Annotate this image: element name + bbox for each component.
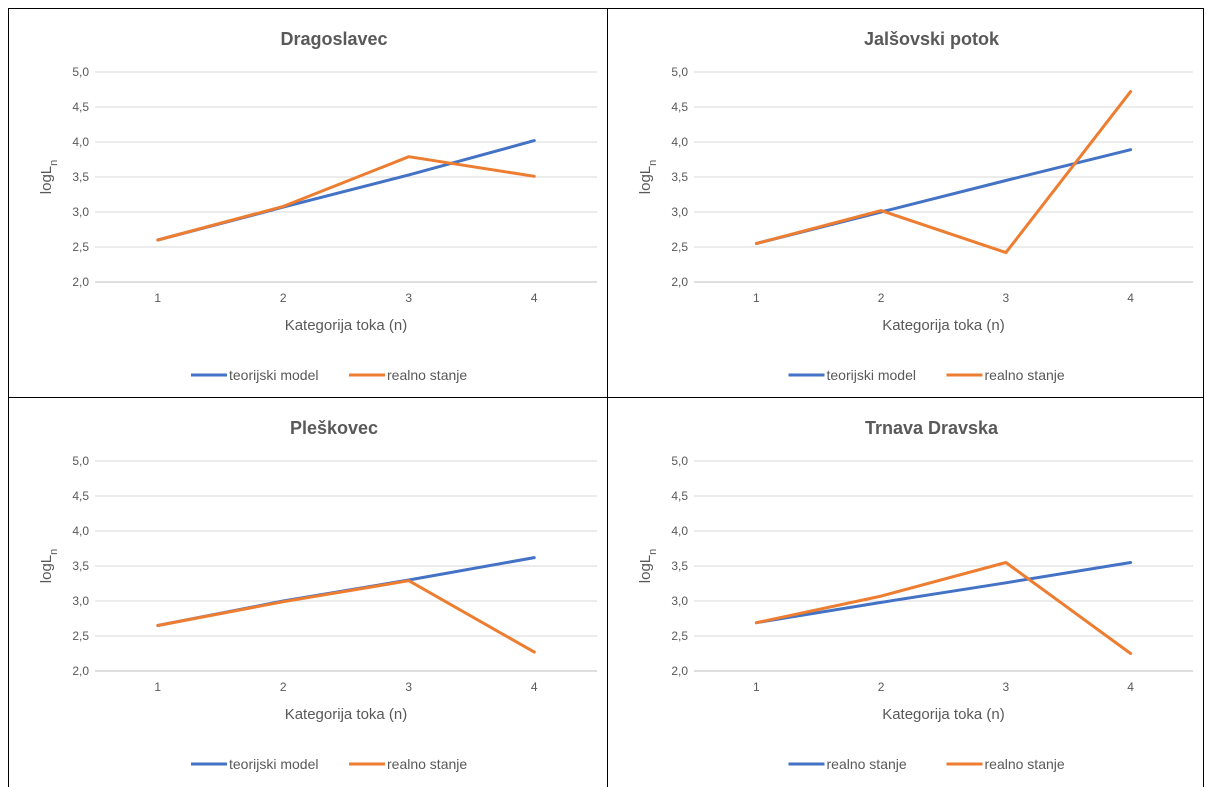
y-tick-label: 2,0	[72, 275, 89, 289]
y-tick-label: 3,5	[671, 170, 688, 184]
y-tick-label: 3,5	[72, 559, 89, 573]
series-line-2	[754, 561, 1133, 655]
y-tick-label: 3,0	[671, 594, 688, 608]
x-tick-label: 3	[405, 291, 412, 305]
x-tick-label: 4	[531, 680, 538, 694]
legend-label-1: teorijski model	[827, 367, 916, 383]
y-axis-label-subscript: n	[48, 549, 60, 555]
y-axis-label: logLn	[38, 160, 60, 194]
y-tick-label: 4,5	[72, 489, 89, 503]
y-tick-label: 2,0	[72, 664, 89, 678]
y-tick-label: 4,0	[671, 524, 688, 538]
y-tick-label: 2,0	[671, 664, 688, 678]
y-axis-label-subscript: n	[647, 549, 659, 555]
chart-panel-trnava-dravska: Trnava Dravska 2,0 2,5 3,0 3,5 4,0 4,5 5,0 1 2 3 4 K…	[608, 398, 1204, 787]
y-tick-label: 2,0	[671, 275, 688, 289]
chart-title: Jalšovski potok	[864, 29, 1000, 49]
y-tick-label: 3,5	[72, 170, 89, 184]
legend-label-1: realno stanje	[827, 756, 907, 772]
y-tick-label: 2,5	[72, 240, 89, 254]
line-chart: Jalšovski potok 2,0 2,5 3,0 3,5 4,0 4,5 5,0 1 2 3 4…	[637, 29, 1193, 383]
charts-grid: Dragoslavec 2,0 2,5 3,0 3,5 4,0 4,5 5,0 1 2 3 4 Kate…	[8, 8, 1204, 787]
y-tick-label: 3,0	[671, 205, 688, 219]
series-line-2	[156, 579, 536, 654]
chart-panel-jalsovski-potok: Jalšovski potok 2,0 2,5 3,0 3,5 4,0 4,5 5,0 1 2 3 4…	[608, 8, 1204, 398]
y-tick-label: 3,5	[671, 559, 688, 573]
legend-label-2: realno stanje	[387, 367, 467, 383]
y-axis-label: logLn	[637, 160, 659, 194]
legend-label-2: realno stanje	[387, 756, 467, 772]
chart-title: Pleškovec	[290, 418, 378, 438]
x-tick-label: 4	[1127, 291, 1134, 305]
y-axis-label: logLn	[637, 549, 659, 583]
y-axis-label: logLn	[38, 549, 60, 583]
legend-label-1: teorijski model	[229, 756, 318, 772]
y-tick-label: 4,5	[671, 489, 688, 503]
x-tick-label: 3	[405, 680, 412, 694]
y-axis-label-main: logL	[637, 166, 654, 194]
y-tick-label: 4,0	[671, 135, 688, 149]
y-tick-label: 5,0	[72, 65, 89, 79]
legend-label-2: realno stanje	[985, 756, 1065, 772]
line-chart: Pleškovec 2,0 2,5 3,0 3,5 4,0 4,5 5,0 1 2 3 4 Katego…	[38, 418, 597, 772]
y-tick-label: 3,0	[72, 594, 89, 608]
line-chart: Dragoslavec 2,0 2,5 3,0 3,5 4,0 4,5 5,0 1 2 3 4 Kate…	[38, 29, 597, 383]
x-tick-label: 1	[154, 680, 161, 694]
x-tick-label: 2	[280, 680, 287, 694]
x-tick-label: 3	[1003, 680, 1010, 694]
y-tick-label: 2,5	[671, 240, 688, 254]
x-axis-label: Kategorija toka (n)	[285, 317, 408, 334]
y-tick-label: 5,0	[72, 454, 89, 468]
y-tick-label: 2,5	[72, 629, 89, 643]
x-tick-label: 1	[753, 680, 760, 694]
x-tick-label: 2	[280, 291, 287, 305]
chart-panel-dragoslavec: Dragoslavec 2,0 2,5 3,0 3,5 4,0 4,5 5,0 1 2 3 4 Kate…	[8, 8, 608, 398]
y-tick-label: 4,5	[671, 100, 688, 114]
series-line-2	[754, 90, 1133, 255]
line-chart: Trnava Dravska 2,0 2,5 3,0 3,5 4,0 4,5 5,0 1 2 3 4 K…	[637, 418, 1193, 772]
x-tick-label: 1	[154, 291, 161, 305]
x-tick-label: 2	[878, 291, 885, 305]
x-axis-label: Kategorija toka (n)	[285, 706, 408, 723]
y-axis-label-subscript: n	[647, 160, 659, 166]
y-axis-label-subscript: n	[48, 160, 60, 166]
x-tick-label: 2	[878, 680, 885, 694]
series-line-1	[754, 561, 1133, 625]
y-axis-label-main: logL	[38, 555, 55, 583]
y-tick-label: 4,0	[72, 524, 89, 538]
y-tick-label: 4,5	[72, 100, 89, 114]
x-axis-label: Kategorija toka (n)	[882, 317, 1005, 334]
y-axis-label-main: logL	[637, 555, 654, 583]
x-tick-label: 3	[1003, 291, 1010, 305]
chart-title: Trnava Dravska	[865, 418, 999, 438]
chart-panel-pleskovec: Pleškovec 2,0 2,5 3,0 3,5 4,0 4,5 5,0 1 2 3 4 Katego…	[8, 398, 608, 787]
y-tick-label: 4,0	[72, 135, 89, 149]
x-tick-label: 1	[753, 291, 760, 305]
x-tick-label: 4	[531, 291, 538, 305]
y-axis-label-main: logL	[38, 166, 55, 194]
y-tick-label: 5,0	[671, 454, 688, 468]
x-tick-label: 4	[1127, 680, 1134, 694]
x-axis-label: Kategorija toka (n)	[882, 706, 1005, 723]
series-line-2	[156, 155, 536, 242]
legend-label-2: realno stanje	[985, 367, 1065, 383]
y-tick-label: 2,5	[671, 629, 688, 643]
y-tick-label: 5,0	[671, 65, 688, 79]
y-tick-label: 3,0	[72, 205, 89, 219]
legend-label-1: teorijski model	[229, 367, 318, 383]
chart-title: Dragoslavec	[280, 29, 387, 49]
